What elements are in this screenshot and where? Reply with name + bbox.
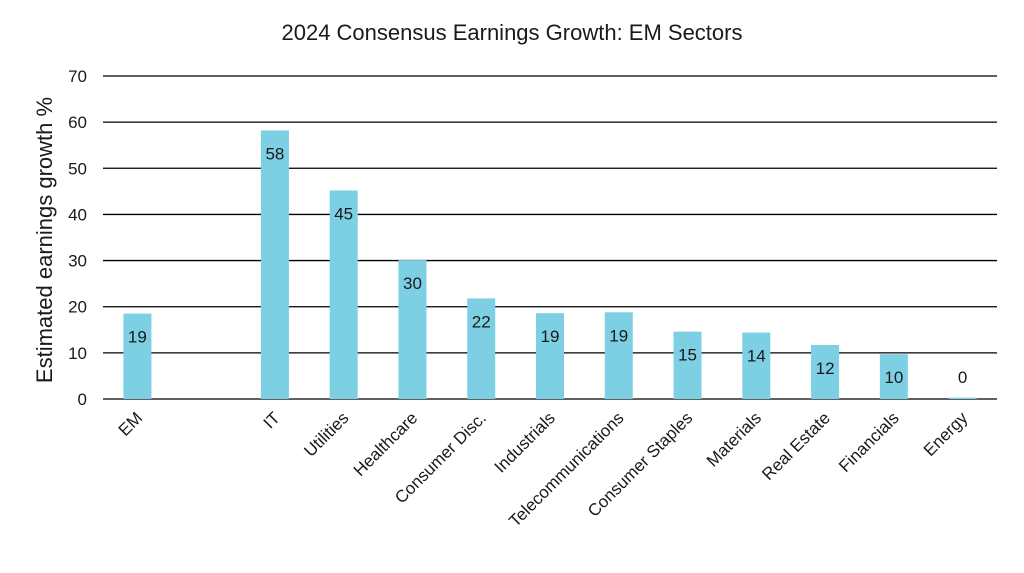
bar (948, 397, 977, 399)
x-tick-label: Financials (835, 408, 903, 476)
bar (536, 313, 564, 399)
data-label: 19 (541, 327, 560, 346)
y-axis-title: Estimated earnings growth % (32, 97, 57, 383)
x-tick-label: Telecommunications (505, 408, 627, 530)
bar (604, 312, 633, 399)
bar (879, 354, 908, 399)
y-tick-label: 10 (68, 344, 87, 363)
x-tick-label: Healthcare (350, 408, 422, 480)
bar (329, 190, 358, 399)
y-tick-label: 50 (68, 159, 87, 178)
data-label: 19 (128, 328, 147, 347)
y-tick-label: 20 (68, 298, 87, 317)
x-tick-label: Industrials (491, 408, 559, 476)
y-tick-label: 0 (78, 390, 87, 409)
gridlines: 0 10 20 30 40 50 60 70 (68, 67, 997, 409)
data-label: 14 (747, 347, 766, 366)
y-tick-label: 30 (68, 252, 87, 271)
bars (123, 130, 977, 399)
bar (673, 331, 702, 399)
data-label: 19 (609, 326, 628, 345)
bar (742, 332, 771, 399)
data-label: 30 (403, 274, 422, 293)
data-label: 45 (334, 204, 353, 223)
bar (811, 345, 840, 399)
bar (260, 130, 289, 399)
data-label: 22 (472, 312, 491, 331)
x-tick-label: Materials (703, 408, 765, 470)
bar (123, 313, 152, 399)
data-label: 12 (816, 359, 835, 378)
x-tick-label: Energy (920, 408, 972, 460)
data-label: 10 (884, 368, 903, 387)
x-tick-label: IT (260, 408, 284, 432)
y-tick-label: 60 (68, 113, 87, 132)
y-tick-label: 70 (68, 67, 87, 86)
x-tick-label: Utilities (300, 408, 352, 460)
data-labels: 19 58 45 30 22 19 19 15 14 12 10 0 (128, 144, 967, 387)
data-label: 58 (265, 144, 284, 163)
data-label: 15 (678, 346, 697, 365)
data-label: 0 (958, 368, 967, 387)
bar (467, 298, 496, 399)
bar (398, 260, 427, 399)
x-tick-label: EM (115, 408, 146, 439)
x-tick-label: Real Estate (758, 408, 834, 484)
chart-title: 2024 Consensus Earnings Growth: EM Secto… (281, 20, 742, 45)
y-tick-label: 40 (68, 205, 87, 224)
